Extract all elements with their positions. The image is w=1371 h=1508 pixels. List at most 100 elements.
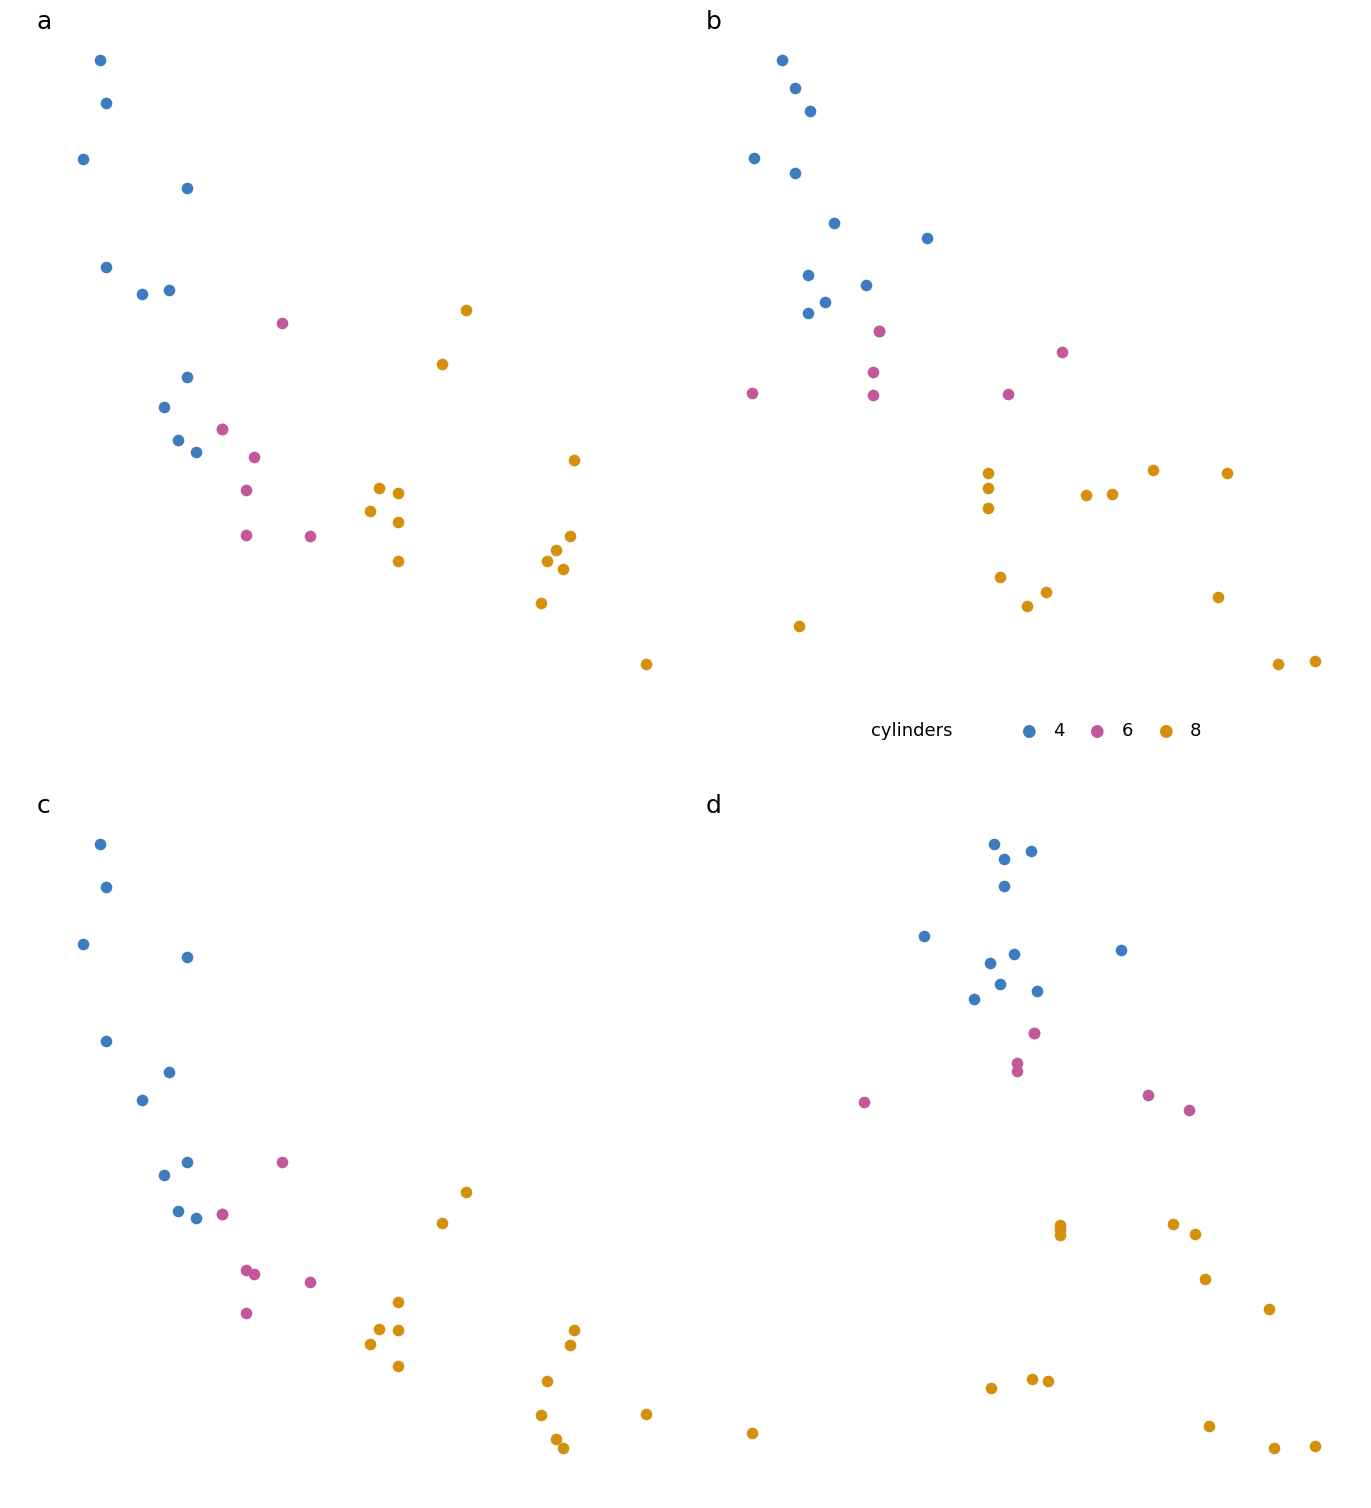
- Point: [211, 416, 233, 440]
- Point: [743, 146, 765, 170]
- Point: [95, 255, 117, 279]
- Point: [1194, 1267, 1216, 1291]
- Point: [978, 496, 999, 520]
- Point: [1023, 1021, 1045, 1045]
- Point: [853, 1090, 875, 1114]
- Point: [271, 311, 293, 335]
- Point: [856, 273, 877, 297]
- Point: [797, 300, 818, 324]
- Point: [1016, 594, 1038, 618]
- Point: [73, 932, 95, 956]
- Point: [177, 1151, 199, 1175]
- Point: [175, 176, 197, 201]
- Point: [167, 428, 189, 452]
- Point: [1142, 458, 1164, 483]
- Point: [95, 1030, 117, 1054]
- Point: [1304, 1434, 1326, 1458]
- Point: [784, 161, 806, 185]
- Text: 4: 4: [1053, 722, 1064, 740]
- Point: [1206, 585, 1228, 609]
- Point: [387, 1354, 409, 1378]
- Point: [813, 291, 835, 315]
- Point: [1101, 483, 1123, 507]
- Point: [430, 1211, 452, 1235]
- Text: ●: ●: [1090, 722, 1104, 740]
- Point: [234, 1300, 256, 1324]
- Point: [823, 211, 845, 235]
- Point: [978, 477, 999, 501]
- Point: [359, 1332, 381, 1356]
- Point: [990, 566, 1012, 590]
- Point: [211, 1202, 233, 1226]
- Point: [185, 440, 207, 464]
- Point: [243, 445, 265, 469]
- Point: [177, 365, 199, 389]
- Point: [1027, 979, 1049, 1003]
- Point: [387, 1291, 409, 1315]
- Point: [536, 1369, 558, 1393]
- Point: [536, 549, 558, 573]
- Point: [1216, 461, 1238, 486]
- Text: c: c: [36, 793, 49, 817]
- Point: [742, 1421, 764, 1445]
- Text: ●: ●: [1158, 722, 1172, 740]
- Point: [211, 1202, 233, 1226]
- Point: [913, 924, 935, 949]
- Point: [1304, 648, 1326, 673]
- Point: [988, 971, 1010, 995]
- Point: [130, 282, 152, 306]
- Text: a: a: [36, 11, 52, 35]
- Point: [1075, 484, 1097, 508]
- Point: [1049, 1217, 1071, 1241]
- Point: [73, 148, 95, 172]
- Point: [997, 382, 1019, 406]
- Point: [964, 986, 986, 1010]
- Point: [387, 481, 409, 505]
- Point: [531, 591, 553, 615]
- Point: [185, 1206, 207, 1231]
- Point: [455, 297, 477, 321]
- Point: [868, 318, 890, 342]
- Point: [799, 100, 821, 124]
- Point: [797, 262, 818, 287]
- Point: [387, 1318, 409, 1342]
- Point: [158, 1060, 180, 1084]
- Point: [559, 1333, 581, 1357]
- Point: [1050, 339, 1072, 363]
- Point: [978, 461, 999, 486]
- Point: [771, 48, 792, 72]
- Point: [788, 614, 810, 638]
- Point: [1183, 1221, 1205, 1246]
- Point: [1002, 942, 1024, 967]
- Point: [211, 416, 233, 440]
- Point: [1021, 1366, 1043, 1390]
- Point: [1138, 1083, 1160, 1107]
- Point: [531, 1402, 553, 1427]
- Point: [784, 75, 806, 100]
- Point: [89, 832, 111, 857]
- Point: [544, 538, 566, 562]
- Point: [553, 556, 574, 581]
- Point: [175, 944, 197, 968]
- Point: [1197, 1415, 1219, 1439]
- Point: [130, 1089, 152, 1113]
- Point: [430, 351, 452, 375]
- Point: [1257, 1297, 1279, 1321]
- Point: [994, 873, 1016, 897]
- Text: d: d: [706, 793, 721, 817]
- Point: [1161, 1212, 1183, 1237]
- Text: b: b: [706, 11, 721, 35]
- Point: [544, 1427, 566, 1451]
- Point: [868, 318, 890, 342]
- Point: [862, 360, 884, 385]
- Point: [1006, 1059, 1028, 1083]
- Point: [559, 523, 581, 547]
- Point: [367, 1318, 389, 1342]
- Point: [154, 395, 175, 419]
- Point: [299, 523, 321, 547]
- Point: [1263, 1436, 1285, 1460]
- Point: [562, 448, 584, 472]
- Point: [553, 1436, 574, 1460]
- Point: [1109, 938, 1131, 962]
- Point: [562, 1318, 584, 1342]
